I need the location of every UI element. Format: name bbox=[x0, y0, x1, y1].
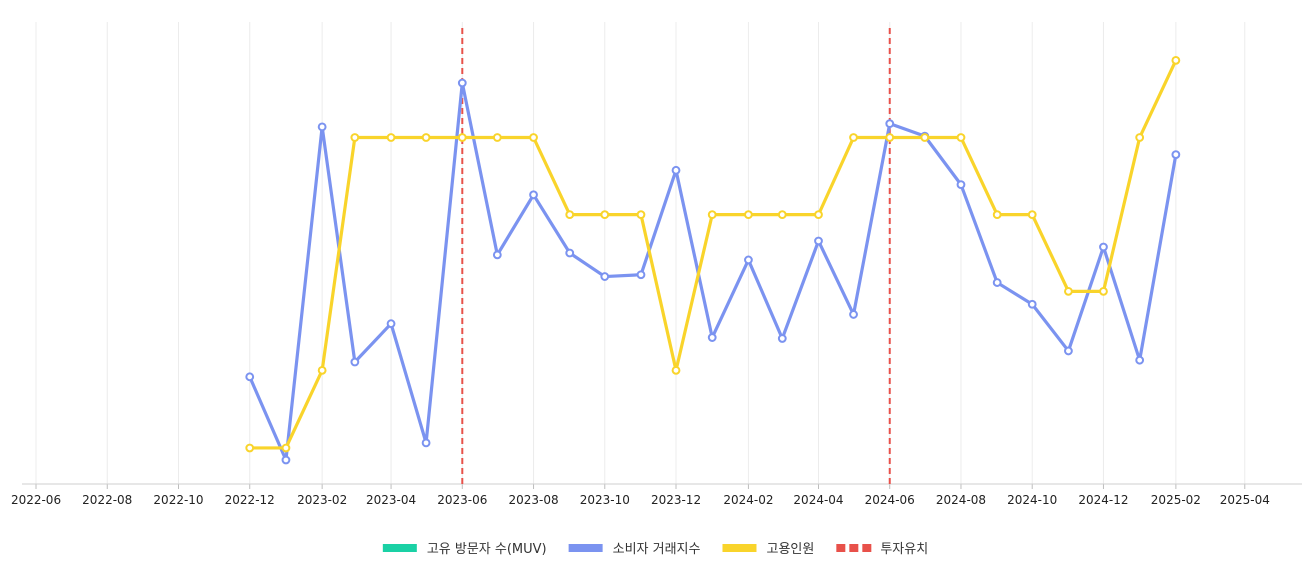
data-point[interactable] bbox=[529, 190, 538, 200]
data-point[interactable] bbox=[492, 250, 502, 260]
x-tick-label: 2023-10 bbox=[580, 493, 630, 507]
data-point[interactable] bbox=[707, 210, 717, 220]
x-tick-label: 2023-12 bbox=[651, 493, 701, 507]
legend-item-3[interactable]: 투자유치 bbox=[836, 542, 928, 557]
data-point[interactable] bbox=[744, 255, 753, 265]
data-point[interactable] bbox=[457, 133, 467, 142]
x-tick-label: 2025-04 bbox=[1220, 493, 1270, 507]
data-point[interactable] bbox=[1027, 299, 1037, 309]
data-point[interactable] bbox=[956, 180, 966, 190]
x-tick-label: 2022-06 bbox=[11, 493, 61, 507]
x-tick-label: 2022-12 bbox=[225, 493, 275, 507]
event-markers bbox=[461, 28, 891, 484]
x-tick-label: 2022-08 bbox=[82, 493, 132, 507]
x-tick-label: 2023-04 bbox=[366, 493, 416, 507]
x-axis: 2022-06 2022-08 2022-10 2022-12 2023-02 2023-… bbox=[11, 483, 1302, 507]
legend-item-0[interactable]: 고유 방문자 수(MUV) bbox=[382, 542, 547, 557]
series-2 bbox=[245, 55, 1181, 453]
x-tick-label: 2023-08 bbox=[508, 493, 558, 507]
data-point[interactable] bbox=[992, 210, 1002, 220]
data-point[interactable] bbox=[565, 248, 575, 258]
x-tick-label: 2024-04 bbox=[793, 493, 843, 507]
data-point[interactable] bbox=[920, 133, 930, 142]
data-point[interactable] bbox=[421, 133, 431, 142]
data-point[interactable] bbox=[849, 310, 858, 319]
x-tick-label: 2024-08 bbox=[936, 493, 986, 507]
data-point[interactable] bbox=[457, 78, 467, 88]
data-point[interactable] bbox=[529, 133, 538, 142]
data-point[interactable] bbox=[1171, 150, 1181, 159]
x-tick-label: 2022-10 bbox=[153, 493, 203, 507]
series-lines bbox=[245, 55, 1181, 465]
data-point[interactable] bbox=[777, 334, 787, 343]
x-tick-label: 2023-06 bbox=[437, 493, 487, 507]
data-point[interactable] bbox=[992, 278, 1002, 287]
x-tick-label: 2025-02 bbox=[1151, 493, 1201, 507]
data-point[interactable] bbox=[386, 133, 396, 142]
x-tick-label: 2024-02 bbox=[723, 493, 773, 507]
data-point[interactable] bbox=[350, 133, 360, 142]
data-point[interactable] bbox=[245, 443, 255, 453]
data-point[interactable] bbox=[421, 438, 431, 448]
legend-label: 고용인원 bbox=[766, 542, 814, 557]
data-point[interactable] bbox=[671, 165, 681, 175]
data-point[interactable] bbox=[245, 372, 255, 382]
data-point[interactable] bbox=[492, 133, 502, 142]
x-tick-label: 2024-10 bbox=[1007, 493, 1057, 507]
legend-swatch bbox=[862, 544, 872, 552]
series-1 bbox=[245, 78, 1181, 465]
data-point[interactable] bbox=[956, 133, 966, 142]
legend-label: 투자유치 bbox=[880, 542, 928, 557]
data-point[interactable] bbox=[600, 272, 610, 281]
data-point[interactable] bbox=[1027, 210, 1037, 220]
data-point[interactable] bbox=[600, 210, 610, 220]
data-point[interactable] bbox=[885, 119, 895, 129]
data-point[interactable] bbox=[814, 210, 823, 220]
legend-swatch bbox=[836, 544, 846, 552]
data-point[interactable] bbox=[814, 236, 823, 246]
data-point[interactable] bbox=[386, 319, 396, 329]
x-tick-label: 2023-02 bbox=[297, 493, 347, 507]
data-point[interactable] bbox=[1135, 355, 1145, 365]
data-point[interactable] bbox=[744, 210, 753, 220]
data-point[interactable] bbox=[1171, 55, 1181, 65]
grid-lines bbox=[35, 22, 1246, 484]
data-point[interactable] bbox=[317, 365, 327, 375]
legend-item-2[interactable]: 고용인원 bbox=[722, 542, 814, 557]
data-point[interactable] bbox=[317, 122, 327, 132]
x-tick-label: 2024-12 bbox=[1078, 493, 1128, 507]
data-point[interactable] bbox=[777, 210, 787, 220]
data-point[interactable] bbox=[636, 210, 646, 220]
data-point[interactable] bbox=[281, 443, 291, 453]
data-point[interactable] bbox=[849, 133, 858, 142]
legend-swatch bbox=[568, 544, 603, 552]
data-point[interactable] bbox=[885, 133, 895, 142]
data-point[interactable] bbox=[1099, 242, 1108, 252]
legend-label: 고유 방문자 수(MUV) bbox=[427, 542, 547, 557]
data-point[interactable] bbox=[1099, 286, 1108, 296]
legend-swatch bbox=[722, 544, 757, 552]
data-point[interactable] bbox=[1135, 133, 1145, 142]
data-point[interactable] bbox=[671, 365, 681, 375]
legend-swatch bbox=[382, 544, 417, 552]
legend-label: 소비자 거래지수 bbox=[613, 542, 701, 557]
data-point[interactable] bbox=[707, 333, 717, 342]
data-point[interactable] bbox=[350, 357, 360, 367]
series-line bbox=[248, 58, 1178, 450]
data-point[interactable] bbox=[565, 210, 575, 220]
legend-swatch bbox=[849, 544, 859, 552]
legend-item-1[interactable]: 소비자 거래지수 bbox=[568, 542, 701, 557]
data-point[interactable] bbox=[1064, 346, 1073, 356]
data-point[interactable] bbox=[281, 455, 291, 465]
x-tick-label: 2024-06 bbox=[865, 493, 915, 507]
data-point[interactable] bbox=[1064, 286, 1073, 296]
legend[interactable]: 고유 방문자 수(MUV) 소비자 거래지수 고용인원 투자유치 bbox=[382, 542, 928, 557]
data-point[interactable] bbox=[636, 270, 646, 280]
